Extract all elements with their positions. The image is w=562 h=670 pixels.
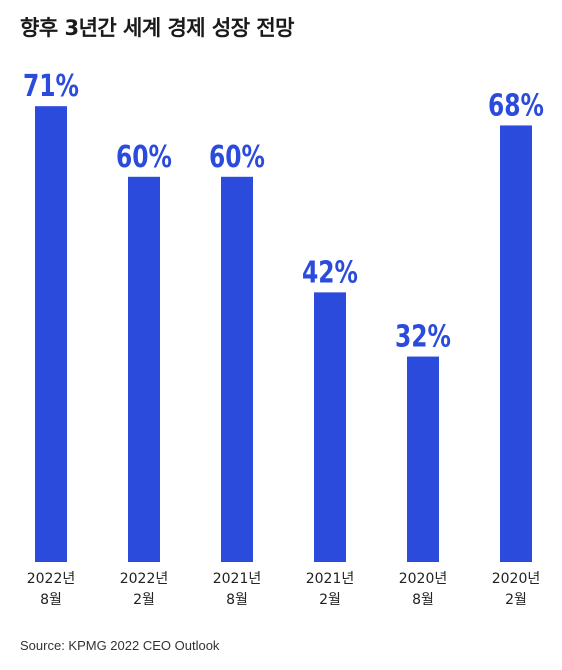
tick-label-2-0: 2021년 xyxy=(213,571,262,587)
tick-label-1-1: 2월 xyxy=(133,592,155,608)
bar-5 xyxy=(500,125,532,562)
tick-label-3-1: 2월 xyxy=(319,592,341,608)
tick-label-0-0: 2022년 xyxy=(27,571,76,587)
tick-label-4-0: 2020년 xyxy=(399,571,448,587)
data-label-2: 60% xyxy=(209,140,265,175)
bar-4 xyxy=(407,356,439,562)
data-label-1: 60% xyxy=(116,140,172,175)
tick-label-5-1: 2월 xyxy=(505,592,527,608)
tick-label-3-0: 2021년 xyxy=(306,571,355,587)
tick-label-1-0: 2022년 xyxy=(120,571,169,587)
bar-chart: 71% 2022년 8월 60% 2022년 2월 60% 2021년 8월 42% 2021년 2월… xyxy=(23,69,544,608)
tick-label-5-0: 2020년 xyxy=(492,571,541,587)
tick-label-0-1: 8월 xyxy=(40,592,62,608)
chart-title: 향후 3년간 세계 경제 성장 전망 xyxy=(20,16,295,40)
bar-3 xyxy=(314,292,346,562)
source-note: Source: KPMG 2022 CEO Outlook xyxy=(20,638,220,653)
tick-label-2-1: 8월 xyxy=(226,592,248,608)
data-label-5: 68% xyxy=(488,89,544,124)
tick-label-4-1: 8월 xyxy=(412,592,434,608)
data-label-4: 32% xyxy=(395,320,451,355)
data-label-3: 42% xyxy=(302,256,358,291)
bar-0 xyxy=(35,106,67,563)
data-label-0: 71% xyxy=(23,69,79,104)
bar-2 xyxy=(221,176,253,563)
bar-1 xyxy=(128,176,160,563)
